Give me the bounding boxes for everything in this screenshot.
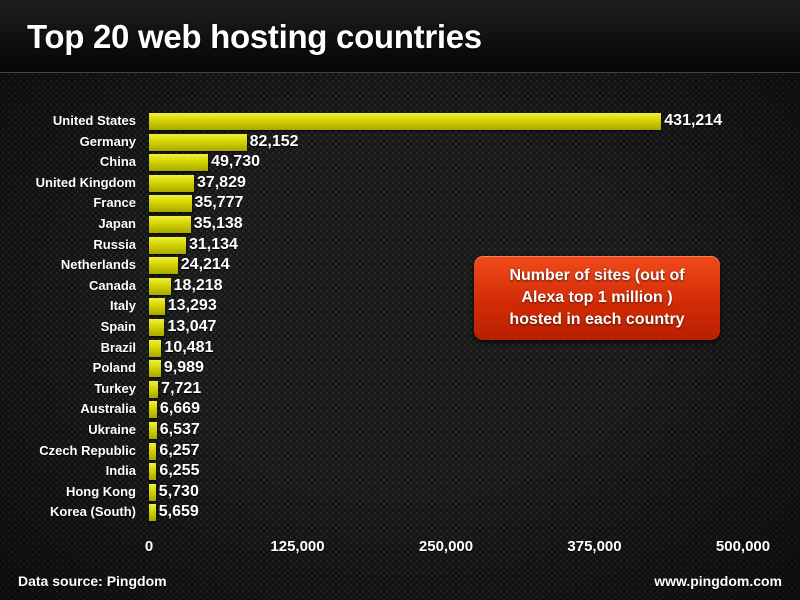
value-label: 13,047 [167,318,217,335]
bar-row: Canada 18,218 [0,277,800,297]
country-label: United States [52,113,136,128]
country-label: Japan [98,216,136,231]
bar-row: Netherlands 24,214 [0,256,800,276]
country-label: Ukraine [88,422,136,437]
bar-row: Poland 9,989 [0,359,800,379]
country-label: Korea (South) [50,504,136,520]
value-label: 6,257 [159,441,200,459]
bar [149,319,165,336]
bar-row: China 49,730 [0,153,800,173]
bar-row: Korea (South) 5,659 [0,503,800,523]
value-label: 31,134 [188,235,238,253]
bar [149,401,157,419]
bar-row: Italy 13,293 [0,297,800,317]
bar [149,216,191,233]
value-label: 431,214 [664,112,723,129]
bar [149,483,156,501]
bar-row: Hong Kong 5,730 [0,483,800,503]
x-axis-tick: 250,000 [418,538,474,555]
x-axis-tick: 0 [144,538,154,555]
country-label: France [93,195,136,211]
value-label: 82,152 [249,132,299,150]
bar-row: Spain 13,047 [0,318,800,338]
bar [149,463,157,481]
bar-row: Ukraine 6,537 [0,421,800,441]
country-label: China [99,154,136,170]
bar [149,442,157,460]
bar [149,154,209,172]
data-source: Data source: Pingdom [18,573,167,589]
value-label: 10,481 [164,338,214,356]
value-label: 9,989 [163,359,204,377]
country-label: Poland [92,360,136,376]
bar [149,257,178,275]
bar-row: Russia 31,134 [0,236,800,256]
bar [149,380,159,398]
country-label: Germany [79,133,136,149]
x-axis-tick: 375,000 [567,538,622,555]
value-label: 6,255 [159,462,200,480]
bar [149,195,192,213]
country-label: Brazil [100,339,136,355]
annotation-text: Number of sites (out of Alexa top 1 mill… [509,267,685,328]
country-label: Netherlands [60,257,136,273]
country-label: Russia [93,236,136,252]
value-label: 6,669 [159,400,200,418]
country-label: India [105,463,136,479]
header: Top 20 web hosting countries [0,0,800,73]
value-label: 49,730 [211,153,261,171]
x-axis-tick: 125,000 [270,538,325,555]
bar-row: France 35,777 [0,194,800,214]
country-label: Italy [109,298,136,314]
bar-row: Germany 82,152 [0,133,800,153]
bar [149,504,156,522]
country-label: United Kingdom [35,174,136,190]
country-label: Australia [80,401,136,417]
value-label: 13,293 [167,297,217,315]
country-label: Hong Kong [65,483,136,499]
value-label: 18,218 [173,276,223,294]
country-label: Turkey [94,380,136,396]
value-label: 5,730 [158,482,199,500]
bar [149,277,171,295]
x-axis-tick: 500,000 [715,538,771,555]
source-url: www.pingdom.com [654,573,782,589]
bar-row: Australia 6,669 [0,400,800,420]
country-label: Canada [89,277,136,293]
bar [149,133,247,151]
bar-row: Japan 35,138 [0,215,800,235]
bar-row: Czech Republic 6,257 [0,442,800,462]
bar [149,339,162,357]
annotation-box: Number of sites (out of Alexa top 1 mill… [474,256,720,340]
bar-row: United States 431,214 [0,112,800,132]
bar-row: Turkey 7,721 [0,380,800,400]
bar [149,113,662,130]
bar [149,298,165,316]
value-label: 35,777 [194,194,244,212]
bar-row: Brazil 10,481 [0,339,800,359]
value-label: 35,138 [193,215,243,232]
country-label: Spain [100,319,136,334]
value-label: 5,659 [158,503,199,521]
bar [149,422,157,439]
page-title: Top 20 web hosting countries [27,18,482,55]
value-label: 6,537 [159,421,200,438]
bar-row: United Kingdom 37,829 [0,174,800,194]
value-label: 37,829 [196,173,246,191]
country-label: Czech Republic [39,442,136,458]
value-label: 7,721 [161,379,202,397]
bar [149,236,186,254]
bar [149,174,194,192]
value-label: 24,214 [180,256,230,274]
bar-row: India 6,255 [0,462,800,482]
bar [149,360,161,378]
